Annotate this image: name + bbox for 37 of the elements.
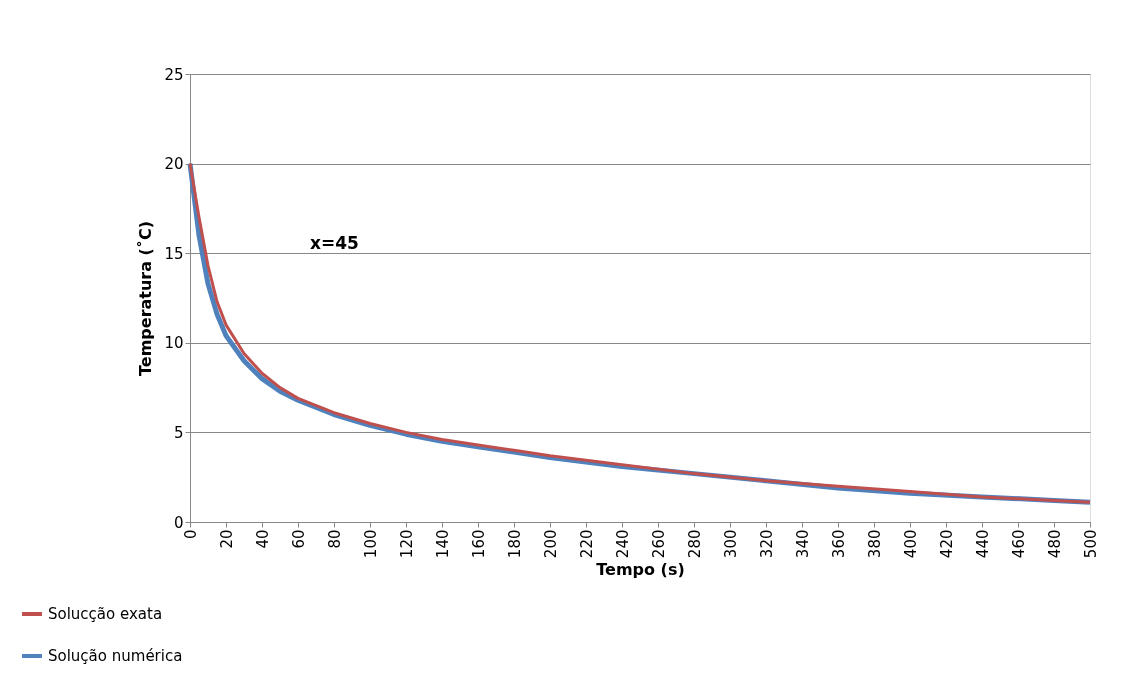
x-tick-label: 20 (217, 529, 236, 549)
x-tick-label: 180 (505, 529, 524, 559)
y-tick-label: 15 (164, 244, 184, 263)
annotation: x=45 (310, 233, 359, 253)
x-tick-label: 280 (685, 529, 704, 559)
x-tick-label: 120 (397, 529, 416, 559)
x-tick-label: 220 (577, 529, 596, 559)
legend-label: Solucção exata (48, 605, 163, 623)
x-tick-label: 420 (937, 529, 956, 559)
y-axis-title: Temperatura (˚C) (136, 221, 156, 376)
x-tick-label: 40 (253, 529, 272, 549)
x-tick-label: 60 (289, 529, 308, 549)
x-axis-title: Tempo (s) (596, 560, 685, 580)
y-tick-label: 5 (173, 423, 184, 442)
x-tick-label: 480 (1045, 529, 1064, 559)
x-tick-label: 140 (433, 529, 452, 559)
y-tick-label: 0 (173, 513, 184, 532)
x-tick-label: 400 (901, 529, 920, 559)
legend-label: Solução numérica (48, 647, 183, 665)
x-tick-label: 80 (325, 529, 344, 549)
x-tick-label: 500 (1081, 529, 1100, 559)
x-tick-label: 160 (469, 529, 488, 559)
x-tick-label: 100 (361, 529, 380, 559)
y-tick-label: 20 (164, 155, 184, 174)
x-tick-label: 0 (181, 529, 200, 540)
x-tick-label: 260 (649, 529, 668, 559)
x-tick-label: 460 (1009, 529, 1028, 559)
x-tick-label: 340 (793, 529, 812, 559)
x-tick-label: 320 (757, 529, 776, 559)
x-tick-label: 300 (721, 529, 740, 559)
x-tick-label: 380 (865, 529, 884, 559)
y-tick-label: 10 (164, 334, 184, 353)
x-tick-label: 200 (541, 529, 560, 559)
y-tick-label: 25 (164, 65, 184, 84)
x-tick-label: 240 (613, 529, 632, 559)
x-tick-label: 440 (973, 529, 992, 559)
x-tick-label: 360 (829, 529, 848, 559)
